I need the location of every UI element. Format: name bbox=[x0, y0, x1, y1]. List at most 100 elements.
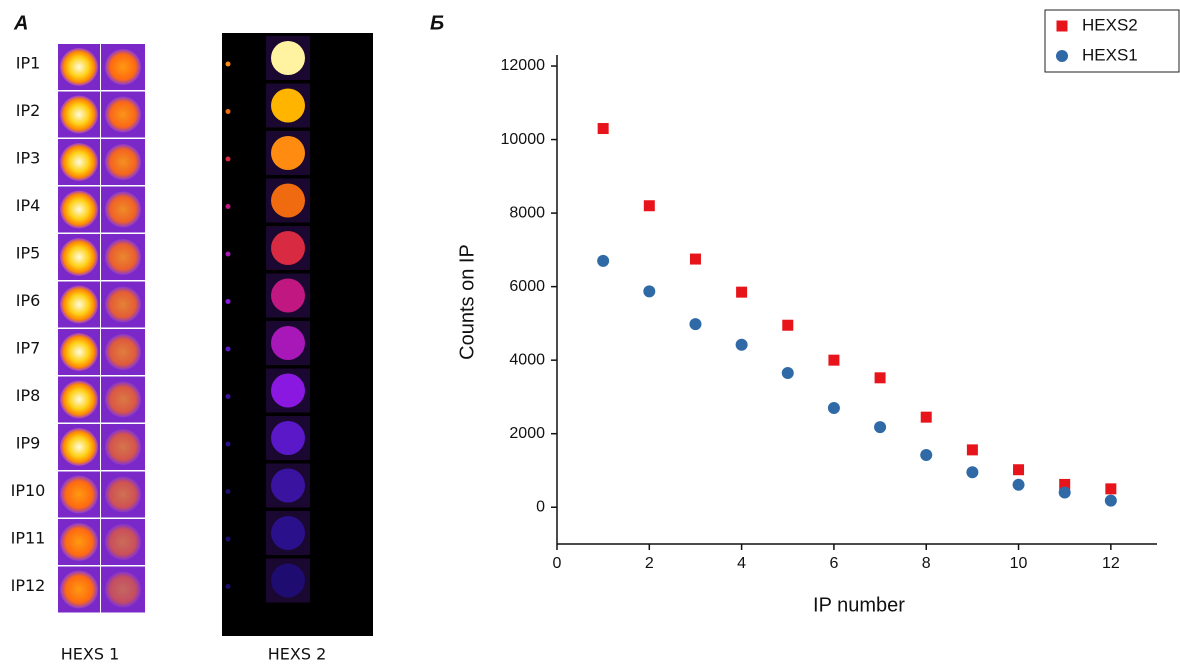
plate-spot bbox=[60, 285, 98, 324]
plate-spot bbox=[105, 191, 141, 228]
plate-dot bbox=[225, 299, 231, 304]
point bbox=[920, 411, 932, 423]
caption: HEXS 2 bbox=[268, 645, 327, 664]
plate-spot bbox=[105, 571, 141, 608]
point bbox=[781, 367, 794, 380]
y-tick-label: 12000 bbox=[501, 57, 546, 74]
ip-label: IP6 bbox=[16, 291, 41, 310]
panel-label: А bbox=[13, 12, 28, 34]
caption: HEXS 1 bbox=[61, 645, 120, 664]
ip-label: IP12 bbox=[11, 576, 46, 595]
legend-marker bbox=[1056, 50, 1068, 62]
plate-spot bbox=[271, 88, 305, 123]
x-tick-label: 2 bbox=[645, 555, 654, 572]
plate-spot bbox=[271, 468, 305, 503]
point bbox=[736, 286, 748, 298]
plate-dot bbox=[225, 394, 231, 399]
y-tick-label: 2000 bbox=[509, 425, 545, 442]
y-tick-label: 8000 bbox=[509, 204, 545, 221]
ip-label: IP9 bbox=[16, 434, 41, 453]
plate-spot bbox=[60, 143, 98, 181]
ip-label: IP4 bbox=[16, 196, 41, 215]
plate-spot bbox=[105, 476, 141, 513]
y-tick-label: 4000 bbox=[509, 351, 545, 368]
point bbox=[689, 318, 702, 331]
plate-dot bbox=[225, 536, 231, 542]
ip-label: IP5 bbox=[16, 244, 41, 263]
x-tick-label: 0 bbox=[553, 555, 562, 572]
point bbox=[1012, 478, 1025, 491]
ip-label: IP7 bbox=[16, 339, 41, 358]
point bbox=[920, 449, 933, 462]
legend-marker bbox=[1056, 20, 1068, 32]
plate-dot bbox=[225, 61, 231, 67]
plate-spot bbox=[105, 96, 141, 133]
plate-spot bbox=[271, 41, 305, 75]
point bbox=[782, 319, 794, 331]
x-tick-label: 12 bbox=[1102, 555, 1120, 572]
plate-spot bbox=[105, 144, 141, 180]
plate-dot bbox=[225, 251, 231, 257]
x-tick-label: 10 bbox=[1010, 555, 1028, 572]
point bbox=[689, 253, 701, 265]
plate-dot bbox=[225, 489, 231, 494]
legend-label: HEXS2 bbox=[1082, 15, 1138, 34]
panel-label: Б bbox=[430, 12, 444, 34]
plate-spot bbox=[60, 48, 98, 86]
plate-dot bbox=[225, 441, 231, 447]
plate-spot bbox=[105, 286, 141, 323]
plate-dot bbox=[225, 584, 231, 589]
plate-spot bbox=[60, 570, 98, 609]
plate-spot bbox=[60, 523, 98, 561]
point bbox=[597, 123, 609, 135]
plate-spot bbox=[271, 278, 305, 313]
plate-spot bbox=[105, 334, 141, 370]
plate-spot bbox=[60, 333, 98, 371]
point bbox=[874, 421, 887, 434]
point bbox=[1013, 464, 1025, 476]
y-tick-label: 6000 bbox=[509, 278, 545, 295]
point bbox=[827, 401, 840, 414]
plate-spot bbox=[105, 524, 141, 560]
point bbox=[1105, 483, 1117, 495]
plate-spot bbox=[271, 373, 305, 408]
point bbox=[966, 466, 979, 479]
plate-spot bbox=[60, 475, 98, 514]
plate-spot bbox=[60, 238, 98, 276]
plate-spot bbox=[105, 429, 141, 465]
x-tick-label: 6 bbox=[829, 555, 838, 572]
point bbox=[966, 444, 978, 456]
plate-spot bbox=[271, 421, 305, 455]
plate-spot bbox=[271, 326, 305, 360]
legend-label: HEXS1 bbox=[1082, 45, 1138, 64]
point bbox=[643, 285, 656, 298]
plate-spot bbox=[271, 563, 305, 598]
ip-label: IP8 bbox=[16, 386, 41, 405]
plate-spot bbox=[105, 49, 141, 85]
ip-label: IP11 bbox=[11, 529, 46, 548]
ip-label: IP1 bbox=[16, 54, 41, 73]
plate-dot bbox=[225, 156, 231, 162]
point bbox=[735, 338, 748, 351]
plate-dot bbox=[225, 109, 231, 114]
plate-spot bbox=[271, 136, 305, 170]
plate-spot bbox=[60, 190, 98, 229]
x-axis-label: IP number bbox=[813, 594, 905, 616]
point bbox=[1104, 494, 1117, 507]
y-tick-label: 10000 bbox=[501, 131, 546, 148]
plate-spot bbox=[60, 428, 98, 466]
ip-label: IP10 bbox=[11, 481, 46, 500]
point bbox=[1058, 486, 1071, 499]
point bbox=[643, 200, 655, 212]
ip-label: IP2 bbox=[16, 101, 41, 120]
plate-spot bbox=[271, 183, 305, 218]
plate-spot bbox=[60, 380, 98, 419]
y-axis-label: Counts on IP bbox=[456, 244, 478, 360]
legend-box bbox=[1044, 9, 1180, 73]
point bbox=[597, 254, 610, 267]
ip-label: IP3 bbox=[16, 149, 41, 168]
plate-spot bbox=[105, 381, 141, 418]
point bbox=[1059, 478, 1071, 490]
y-tick-label: 0 bbox=[536, 498, 545, 515]
plate-dot bbox=[225, 204, 231, 209]
